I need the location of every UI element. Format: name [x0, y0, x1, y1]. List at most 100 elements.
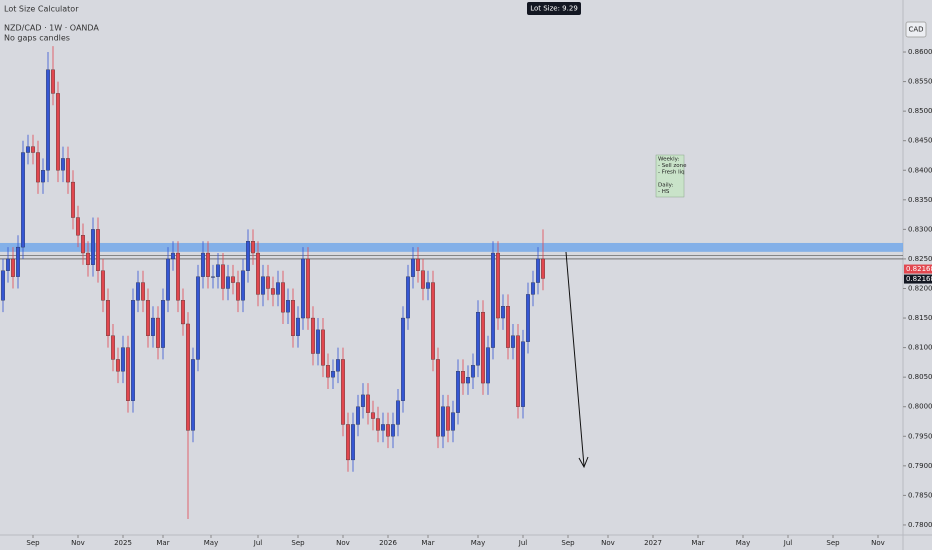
- candle-body: [336, 359, 340, 372]
- lot-size: Lot Size: 9.29: [530, 5, 578, 13]
- candle-body: [251, 241, 255, 254]
- currency[interactable]: CAD: [908, 26, 923, 34]
- candle-body: [271, 288, 275, 295]
- candle-body: [221, 264, 225, 289]
- note-line: - HS: [658, 189, 670, 195]
- candle-body: [216, 264, 220, 277]
- candle-body: [226, 276, 230, 289]
- candle-body: [56, 93, 60, 171]
- candle-body: [491, 252, 495, 348]
- marker-price-label: 0.82168: [906, 275, 932, 283]
- tool-name[interactable]: Lot Size Calculator: [4, 5, 79, 14]
- x-tick-label: Mar: [691, 539, 704, 547]
- candle-body: [306, 258, 310, 319]
- candle-body: [261, 276, 265, 295]
- candle-body: [526, 294, 530, 342]
- candle-body: [516, 335, 520, 407]
- lot-size-badge: [527, 2, 581, 15]
- candle-body: [181, 300, 185, 325]
- candle-body: [81, 235, 85, 254]
- candle-body: [206, 252, 210, 277]
- candle-body: [326, 365, 330, 378]
- candle-body: [456, 371, 460, 413]
- candle-body: [196, 276, 200, 360]
- candle-body: [236, 282, 240, 301]
- candle-body: [366, 394, 370, 413]
- supply-zone: [0, 242, 903, 252]
- candle-body: [171, 252, 175, 260]
- candle-body: [126, 347, 130, 401]
- candle-body: [121, 347, 125, 372]
- x-tick-label: 2026: [379, 539, 397, 547]
- candle-body: [446, 406, 450, 431]
- candle-body: [201, 252, 205, 277]
- candle-body: [176, 252, 180, 301]
- note-box: [655, 154, 685, 198]
- last-price-label: 0.82168: [906, 265, 932, 273]
- candle-body: [346, 424, 350, 461]
- candle-body: [71, 181, 75, 218]
- x-tick-label: May: [204, 539, 218, 547]
- candle-body: [401, 317, 405, 401]
- candle-body: [36, 152, 40, 183]
- candle-body: [536, 258, 540, 283]
- x-tick-label: Mar: [156, 539, 169, 547]
- candle-body: [161, 300, 165, 348]
- note-line: Daily:: [658, 183, 674, 189]
- candle-body: [486, 347, 490, 384]
- candle-body: [541, 258, 545, 279]
- note-text: Weekly:- Sell zone- Fresh liq Daily:- HS: [658, 157, 687, 196]
- candle-body: [91, 229, 95, 265]
- candle-body: [186, 323, 190, 431]
- x-tick-label: Jul: [783, 539, 793, 547]
- candle-body: [141, 282, 145, 301]
- candle-body: [116, 359, 120, 372]
- note-line: - Fresh liq: [658, 170, 685, 176]
- y-tick-label: 0.86000: [908, 48, 932, 56]
- candle-body: [111, 335, 115, 360]
- candle-body: [451, 412, 455, 431]
- candle-body: [61, 158, 65, 171]
- currency-button[interactable]: [905, 21, 927, 38]
- candle-body: [66, 158, 70, 183]
- candle-body: [371, 412, 375, 419]
- candle-body: [51, 69, 55, 94]
- candle-body: [241, 270, 245, 301]
- candle-body: [396, 400, 400, 425]
- candle-body: [381, 424, 385, 431]
- candle-body: [386, 424, 390, 437]
- candle-body: [151, 317, 155, 336]
- candle-body: [531, 282, 535, 295]
- x-tick-label: Sep: [826, 539, 840, 547]
- candle-body: [481, 311, 485, 384]
- x-tick-label: May: [736, 539, 750, 547]
- x-tick-label: Jul: [518, 539, 528, 547]
- candle-body: [46, 69, 50, 171]
- x-tick-label: 2027: [644, 539, 662, 547]
- candle-body: [391, 424, 395, 437]
- candle-body: [461, 371, 465, 384]
- candle-body: [6, 258, 10, 271]
- candle-body: [321, 329, 325, 366]
- candle-body: [311, 317, 315, 354]
- candle-body: [441, 406, 445, 437]
- candle-body: [331, 371, 335, 378]
- candle-body: [106, 300, 110, 336]
- candle-body: [286, 300, 290, 313]
- note-line: - Sell zone: [658, 163, 687, 169]
- candle-body: [301, 258, 305, 319]
- candle-body: [136, 282, 140, 301]
- candle-body: [466, 377, 470, 384]
- x-tick-label: Nov: [71, 539, 85, 547]
- candle-body: [351, 424, 355, 461]
